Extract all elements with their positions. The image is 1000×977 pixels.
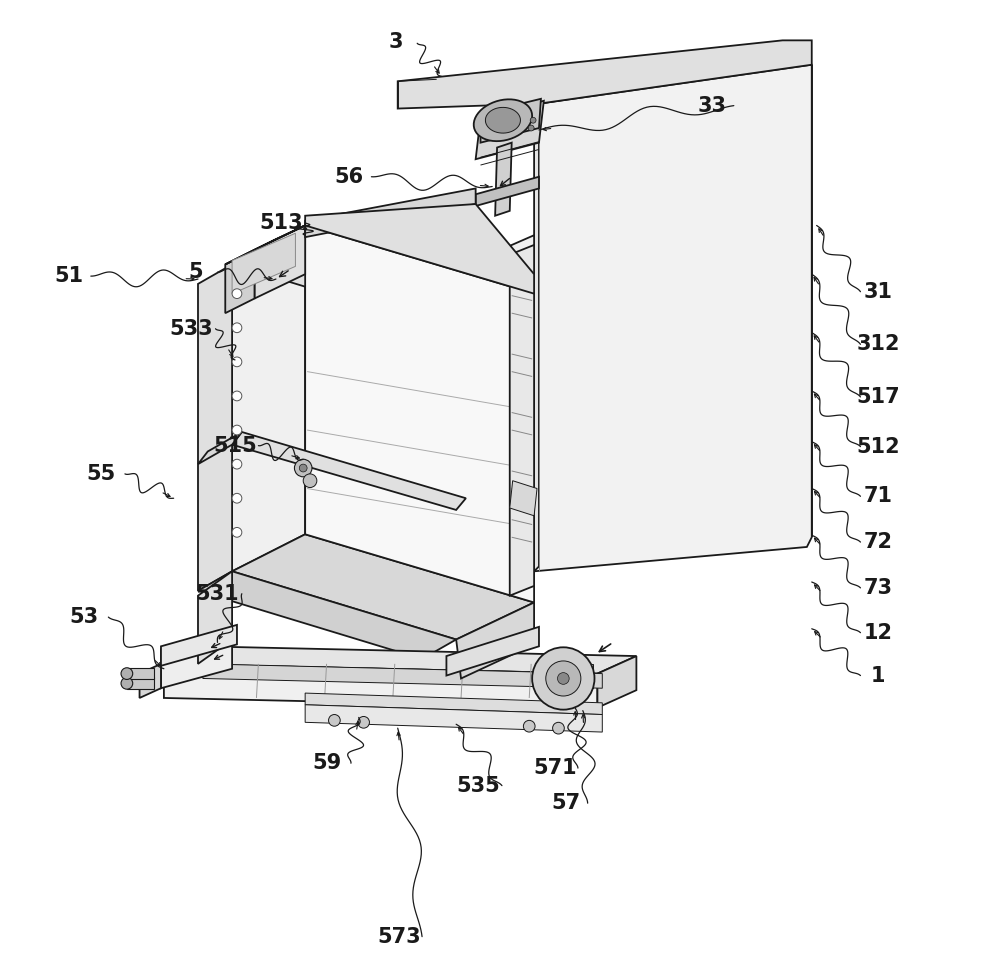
Polygon shape [232, 534, 534, 640]
Polygon shape [203, 663, 602, 688]
Text: 1: 1 [871, 665, 885, 686]
Text: 3: 3 [389, 32, 403, 53]
Polygon shape [164, 663, 597, 707]
Polygon shape [161, 625, 237, 665]
Polygon shape [198, 572, 456, 659]
Text: 535: 535 [457, 776, 500, 795]
Circle shape [232, 493, 242, 503]
Polygon shape [510, 481, 537, 516]
Circle shape [232, 425, 242, 435]
Circle shape [232, 528, 242, 537]
Text: 513: 513 [259, 213, 303, 233]
Circle shape [557, 672, 569, 684]
Circle shape [329, 714, 340, 726]
Circle shape [232, 391, 242, 401]
Circle shape [530, 117, 536, 123]
Text: 72: 72 [863, 532, 892, 552]
Polygon shape [198, 265, 232, 591]
Polygon shape [456, 235, 534, 572]
Text: 571: 571 [534, 758, 577, 778]
Text: 515: 515 [213, 436, 257, 455]
Polygon shape [254, 226, 305, 299]
Text: 71: 71 [863, 487, 892, 506]
Polygon shape [127, 677, 154, 689]
Text: 53: 53 [69, 607, 99, 627]
Circle shape [528, 125, 534, 131]
Circle shape [121, 677, 133, 689]
Circle shape [532, 648, 594, 709]
Circle shape [121, 667, 133, 679]
Polygon shape [232, 234, 295, 294]
Polygon shape [305, 226, 534, 603]
Polygon shape [161, 645, 232, 688]
Text: 12: 12 [863, 622, 892, 643]
Circle shape [299, 464, 307, 472]
Text: 57: 57 [552, 793, 581, 813]
Polygon shape [510, 245, 534, 596]
Circle shape [232, 289, 242, 299]
Polygon shape [232, 432, 466, 510]
Polygon shape [305, 693, 602, 714]
Text: 5: 5 [189, 262, 203, 282]
Polygon shape [495, 143, 512, 216]
Text: 573: 573 [378, 926, 421, 947]
Text: 56: 56 [334, 167, 364, 187]
Polygon shape [485, 107, 520, 133]
Text: 517: 517 [856, 387, 900, 407]
Text: 51: 51 [55, 266, 84, 286]
Polygon shape [456, 603, 534, 678]
Polygon shape [161, 630, 232, 663]
Text: 533: 533 [169, 319, 213, 339]
Polygon shape [164, 647, 636, 673]
Text: 531: 531 [196, 583, 239, 604]
Text: 33: 33 [698, 96, 727, 115]
Circle shape [232, 322, 242, 332]
Polygon shape [140, 663, 161, 698]
Polygon shape [232, 226, 305, 572]
Circle shape [553, 722, 564, 734]
Polygon shape [534, 64, 812, 572]
Circle shape [358, 716, 369, 728]
Text: 512: 512 [856, 437, 900, 456]
Polygon shape [398, 40, 812, 108]
Text: 59: 59 [312, 753, 341, 773]
Polygon shape [597, 657, 636, 707]
Polygon shape [232, 226, 534, 332]
Polygon shape [127, 667, 154, 679]
Polygon shape [305, 704, 602, 732]
Circle shape [303, 474, 317, 488]
Polygon shape [305, 204, 534, 294]
Text: 73: 73 [863, 577, 892, 598]
Text: 312: 312 [856, 334, 900, 355]
Text: 31: 31 [863, 281, 892, 302]
Polygon shape [476, 101, 544, 159]
Polygon shape [476, 177, 539, 206]
Polygon shape [534, 104, 539, 572]
Circle shape [232, 357, 242, 366]
Circle shape [294, 459, 312, 477]
Polygon shape [474, 100, 532, 141]
Polygon shape [198, 572, 232, 663]
Polygon shape [446, 627, 539, 675]
Polygon shape [225, 226, 305, 265]
Polygon shape [198, 432, 242, 464]
Polygon shape [225, 250, 254, 314]
Circle shape [546, 660, 581, 696]
Polygon shape [305, 189, 476, 237]
Text: 55: 55 [86, 464, 115, 484]
Polygon shape [481, 99, 541, 143]
Circle shape [523, 720, 535, 732]
Circle shape [232, 459, 242, 469]
